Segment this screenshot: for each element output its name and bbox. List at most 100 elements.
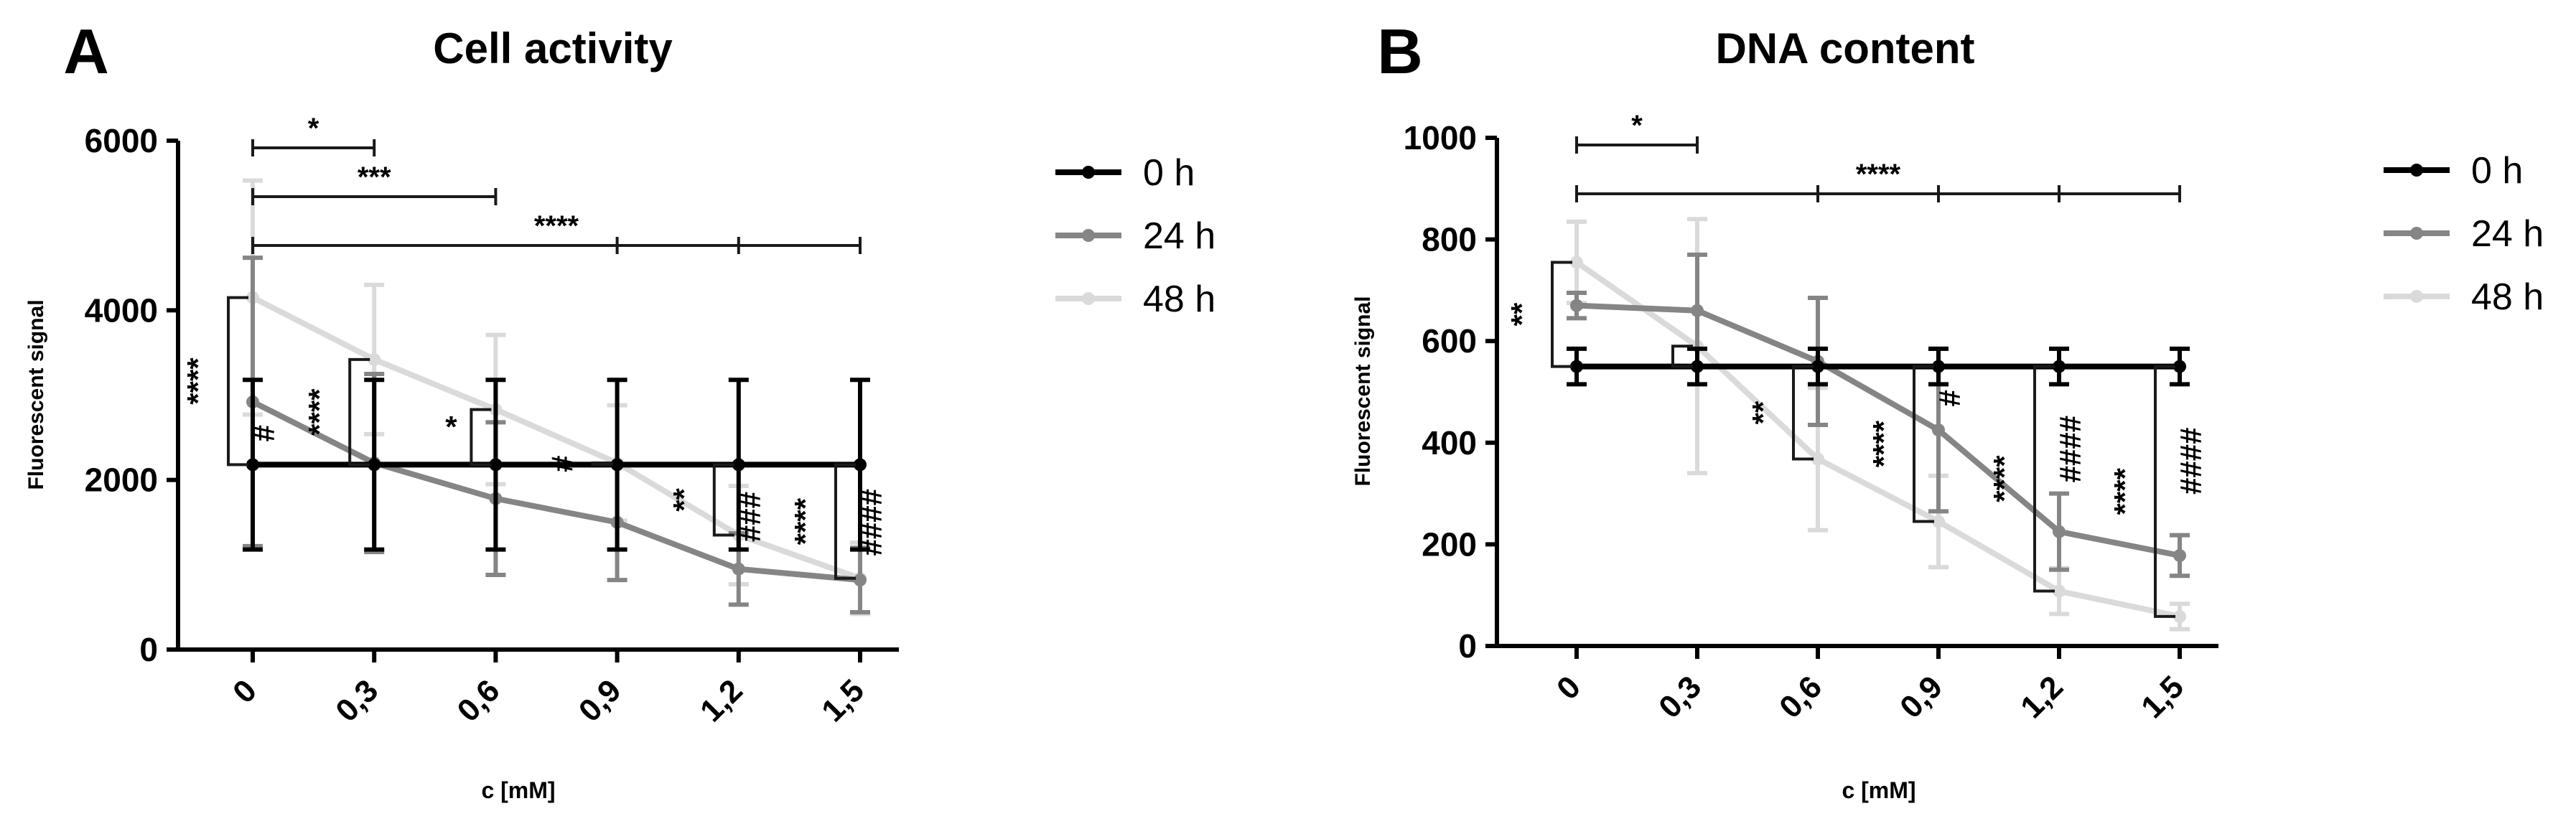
x-tick-label: 0,6	[451, 673, 507, 729]
data-point	[732, 458, 745, 472]
bracket-label: ****	[1856, 159, 1901, 190]
comparison-bracket	[1913, 365, 1934, 523]
comparison-bracket	[712, 463, 734, 537]
data-point	[1932, 423, 1945, 437]
series-line	[251, 399, 861, 584]
y-tick-label: 1000	[1404, 119, 1477, 156]
significance-label: ****	[1867, 420, 1900, 467]
data-point	[2053, 525, 2066, 538]
y-tick-label: 6000	[85, 122, 158, 159]
significance-bracket: ****	[1575, 159, 2181, 202]
y-tick-label: 4000	[85, 291, 158, 329]
x-tick-label: 1,2	[2014, 669, 2070, 725]
legend-label: 48 h	[1143, 278, 1215, 320]
x-axis-label: c [mM]	[481, 777, 555, 803]
significance-label: ****	[2108, 467, 2142, 515]
significance-bracket: ***	[251, 161, 498, 205]
data-point	[1811, 360, 1824, 373]
legend-item: 0 h	[1055, 152, 1195, 194]
data-point	[368, 458, 381, 472]
significance-label: #	[247, 425, 281, 441]
y-tick-label: 0	[1458, 627, 1477, 665]
series-h24	[1567, 252, 2190, 579]
y-tick-label: 2000	[85, 462, 158, 499]
panel-letter: B	[1377, 16, 1423, 87]
data-point	[1570, 256, 1583, 269]
comparison-bracket	[227, 296, 248, 467]
legend-marker	[2410, 290, 2423, 303]
significance-label: ****	[1987, 455, 2021, 502]
significance-label: *	[445, 410, 457, 444]
legend-marker	[1082, 166, 1095, 179]
comparison-bracket	[591, 462, 613, 467]
y-tick-label: 200	[1422, 525, 1477, 563]
legend-item: 48 h	[2384, 276, 2544, 318]
panel-dna-content: B DNA content 0 200 400 600 800 1000 0 0,3 0,6 0,9 1…	[1351, 16, 2544, 803]
comparison-bracket	[1792, 365, 1814, 461]
x-tick-label: 1,5	[815, 673, 871, 729]
data-point	[732, 562, 745, 576]
significance-label: ####	[854, 489, 888, 556]
comparison-bracket	[1671, 345, 1693, 368]
data-point	[1932, 515, 1945, 528]
legend-label: 0 h	[2471, 150, 2523, 192]
series-line	[1576, 302, 2180, 558]
x-tick-label: 1,2	[694, 673, 750, 729]
series-h0	[1567, 346, 2190, 387]
y-tick-label: 400	[1422, 424, 1477, 462]
data-point	[2053, 360, 2066, 373]
data-point	[610, 458, 624, 472]
data-point	[1570, 299, 1583, 312]
significance-label: #	[546, 456, 579, 472]
significance-label: **	[667, 487, 701, 511]
data-point	[1811, 452, 1824, 466]
y-tick-label: 0	[139, 631, 158, 668]
x-tick-label: 1,5	[2134, 669, 2190, 725]
x-tick-label: 0,3	[1652, 669, 1708, 725]
comparison-bracket	[1551, 261, 1572, 368]
significance-label: ****	[181, 357, 215, 405]
x-tick-label: 0,9	[1893, 669, 1949, 725]
series-line	[1574, 260, 2180, 619]
series-line	[251, 295, 862, 581]
significance-label: #	[1933, 390, 1966, 406]
chart-title: Cell activity	[433, 24, 673, 72]
data-point	[1691, 360, 1704, 373]
comparison-bracket	[834, 463, 856, 580]
data-point	[1570, 360, 1583, 373]
legend-marker	[2410, 164, 2423, 177]
comparison-bracket	[470, 408, 492, 467]
legend-item: 48 h	[1055, 278, 1215, 320]
data-point	[854, 573, 867, 587]
bracket-label: *	[308, 113, 319, 144]
significance-label: ****	[302, 388, 336, 436]
comparison-bracket	[2033, 365, 2055, 593]
x-tick-label: 0,6	[1773, 669, 1829, 725]
legend-item: 0 h	[2384, 150, 2523, 192]
data-point	[368, 352, 381, 366]
y-axis-label: Fluorescent signal	[24, 299, 48, 490]
x-tick-label: 0,9	[572, 673, 628, 729]
data-point	[2053, 584, 2066, 598]
legend-item: 24 h	[2384, 213, 2544, 255]
significance-bracket: ****	[251, 210, 862, 254]
legend-label: 24 h	[2471, 213, 2544, 255]
bracket-label: *	[1631, 110, 1643, 141]
significance-bracket: *	[251, 113, 376, 156]
significance-label: ####	[2053, 416, 2087, 482]
significance-label: **	[1746, 401, 1780, 424]
data-point	[1691, 304, 1704, 317]
significance-label: ****	[788, 497, 822, 545]
bracket-label: ***	[358, 161, 391, 193]
y-tick-label: 800	[1422, 221, 1477, 258]
chart-title: DNA content	[1715, 24, 1974, 72]
data-point	[854, 458, 867, 472]
significance-label: ####	[2174, 428, 2208, 495]
comparison-bracket	[2154, 365, 2175, 618]
x-tick-label: 0,3	[329, 673, 385, 729]
legend-label: 24 h	[1143, 215, 1215, 257]
data-point	[2173, 609, 2186, 623]
bracket-label: ****	[534, 210, 579, 242]
